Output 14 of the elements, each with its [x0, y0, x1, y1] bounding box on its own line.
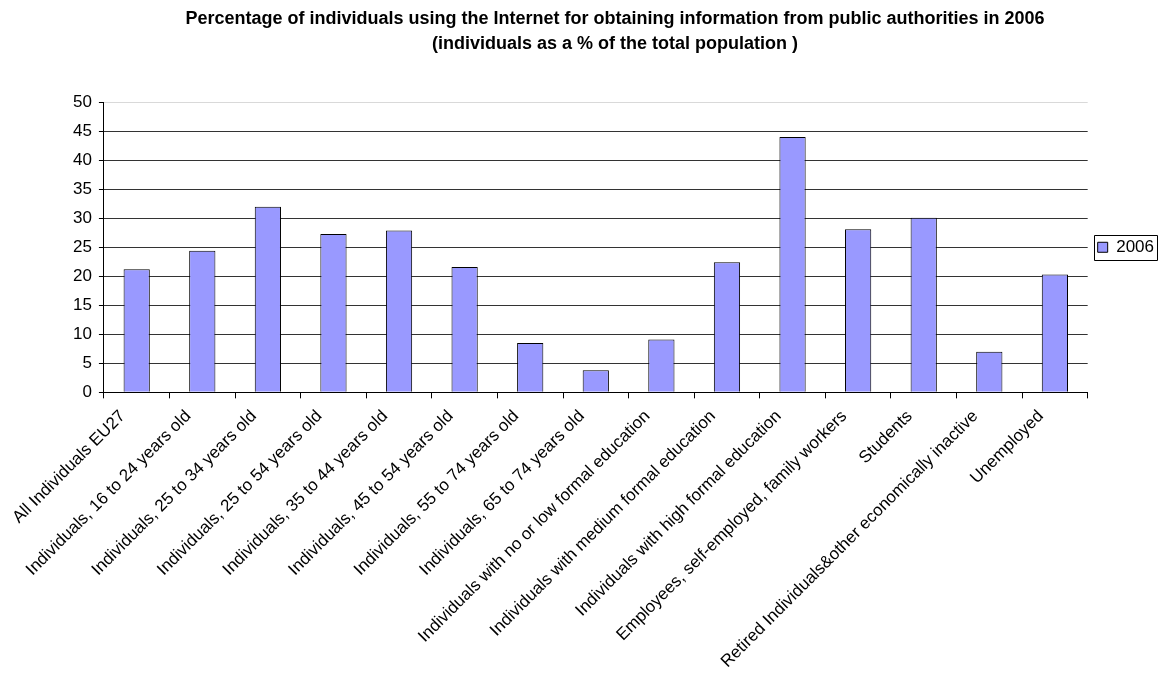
- y-tick-label: 45: [72, 120, 92, 140]
- chart-subtitle: (individuals as a % of the total population ): [431, 33, 799, 54]
- y-tick-label: 15: [72, 294, 92, 314]
- legend-label: 2006: [1116, 236, 1155, 256]
- y-tick-label: 0: [82, 382, 92, 402]
- y-tick-label: 40: [72, 149, 92, 169]
- y-tick-label: 25: [72, 236, 92, 256]
- y-tick-label: 10: [72, 324, 92, 344]
- y-tick-label: 35: [72, 178, 92, 198]
- y-tick-label: 5: [82, 353, 92, 373]
- y-tick-label: 50: [72, 91, 92, 111]
- chart-title: Percentage of individuals using the Internet for obtaining information from public authorities in 2006: [185, 7, 1045, 28]
- y-tick-label: 20: [72, 265, 92, 285]
- y-tick-label: 30: [72, 207, 92, 227]
